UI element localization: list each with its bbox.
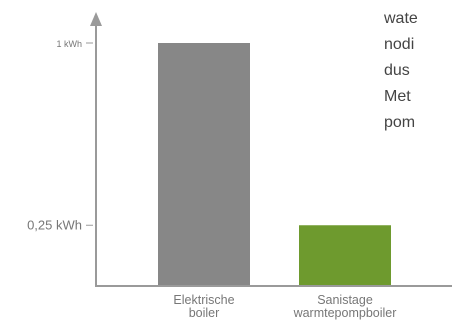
bar-2 [299,225,391,286]
side-text-line-4: Met [384,88,411,105]
side-paragraph: wate nodi dus Met pom [384,6,452,136]
y-axis-arrow [90,12,102,26]
side-text-line-5: pom [384,114,416,131]
y-tick-label-1: 1 kWh [56,39,82,49]
side-text-line-3: dus [384,62,410,79]
side-text-line-2: nodi [384,36,415,53]
category-label-1: Elektrische boiler [173,293,234,320]
category-label-2: Sanistage warmtepompboiler [293,293,397,320]
y-tick-label-2: 0,25 kWh [27,217,82,232]
side-text-line-1: wate [384,10,418,27]
bar-1 [158,43,250,286]
